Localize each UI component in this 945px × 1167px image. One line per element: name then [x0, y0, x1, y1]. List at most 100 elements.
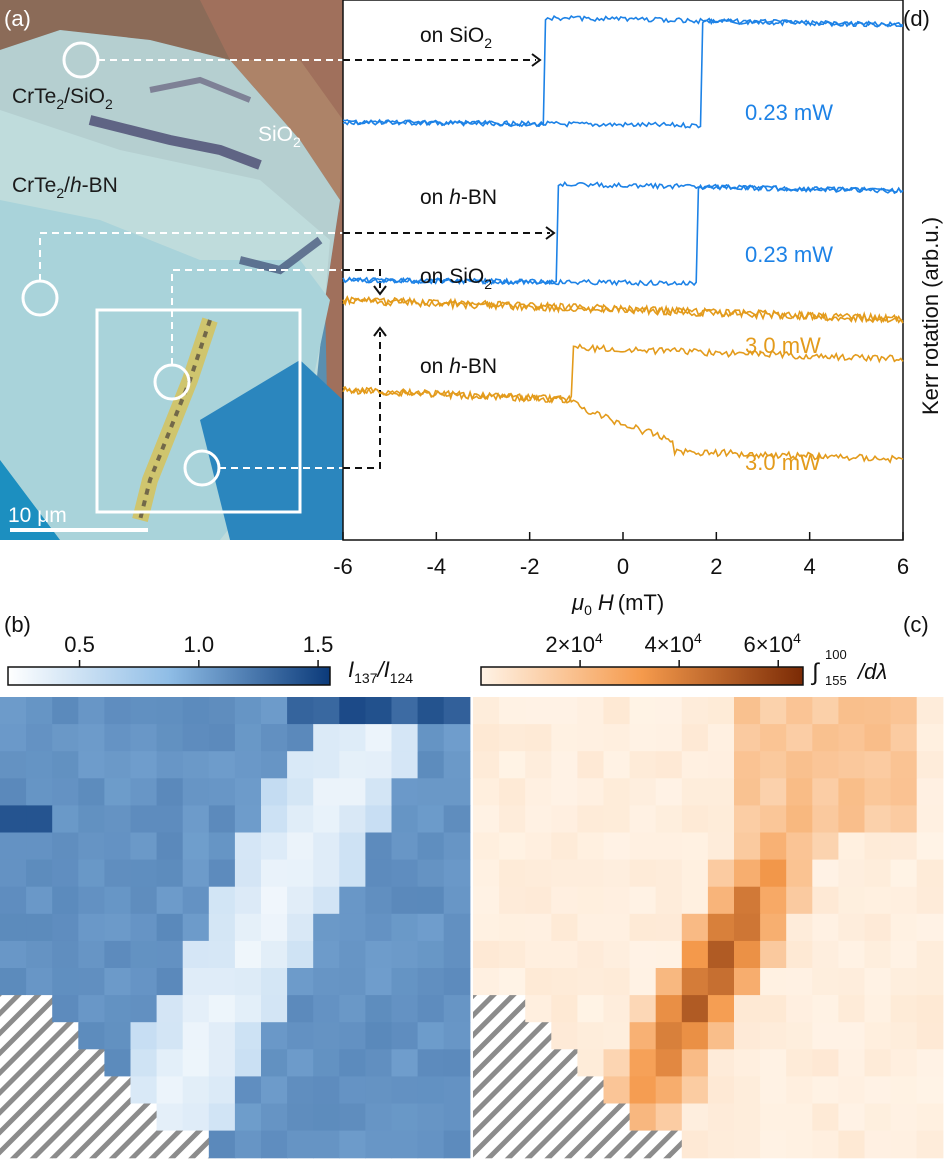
heatmap-c-cell [473, 859, 500, 888]
heatmap-b-cell [208, 1076, 236, 1105]
heatmap-b-cell [261, 968, 288, 996]
heatmap-c-cell [603, 724, 631, 752]
heatmap-c-cell [707, 832, 735, 861]
heatmap-c-cell [812, 1076, 839, 1105]
heatmap-b-cell [234, 995, 262, 1023]
heatmap-b-cell [52, 913, 79, 942]
heatmap-c-cell [577, 1076, 605, 1105]
heatmap-b-cell [339, 724, 366, 752]
heatmap-b-cell [52, 697, 79, 725]
heatmap-b-cell [234, 832, 262, 861]
heatmap-b-cell [208, 1103, 236, 1132]
heatmap-b-cell [339, 778, 366, 806]
heatmap-b-cell [26, 1130, 53, 1159]
x-tick-label: 0 [617, 554, 629, 579]
heatmap-c-cell [629, 859, 657, 888]
heatmap-c-cell [916, 859, 944, 888]
heatmap-c-cell [551, 913, 578, 942]
heatmap-b-cell [261, 995, 288, 1023]
heatmap-b-cell [443, 1022, 471, 1050]
heatmap-c-cell [734, 995, 761, 1023]
heatmap-c-cell [681, 1049, 709, 1077]
heatmap-b-cell [234, 1049, 262, 1077]
heatmap-c-cell [760, 913, 787, 942]
heatmap-b-cell [365, 1130, 393, 1159]
x-tick-label: -2 [520, 554, 540, 579]
heatmap-c-cell [681, 886, 709, 915]
heatmap-c-cell [707, 859, 735, 888]
heatmap-c-cell [734, 697, 761, 725]
x-axis-label: μ0 H (mT) [571, 590, 664, 618]
heatmap-c-cell [655, 697, 683, 725]
heatmap-c-cell [838, 940, 866, 969]
heatmap-b-cell [104, 1130, 132, 1159]
heatmap-b-cell [182, 1103, 210, 1132]
heatmap-c-cell [838, 724, 866, 752]
heatmap-b-cell [313, 832, 340, 861]
heatmap-c-cell [655, 1130, 683, 1159]
heatmap-c-cell [707, 913, 735, 942]
heatmap-b-cell [156, 724, 184, 752]
heatmap-b-cell [417, 832, 445, 861]
loop-2-up-branch [342, 183, 904, 287]
heatmap-c-cell [499, 1130, 526, 1159]
heatmap-c-cell [864, 832, 892, 861]
heatmap-c-cell [916, 940, 944, 969]
heatmap-c-cell [890, 697, 918, 725]
heatmap-b-cell [443, 724, 471, 752]
heatmap-b-cell [104, 832, 132, 861]
panel-label-b: (b) [4, 612, 31, 637]
heatmap-b-cell [78, 886, 105, 915]
heatmap-c-cell [760, 805, 787, 834]
heatmap-b-cell [417, 1130, 445, 1159]
heatmap-c-cell [707, 1103, 735, 1132]
heatmap-c-cell [499, 751, 526, 779]
heatmap-b-cell [0, 886, 27, 915]
heatmap-b-cell [365, 1076, 393, 1105]
heatmap-b-cell [182, 886, 210, 915]
heatmap-b-cell [313, 1049, 340, 1077]
connector-arrowheads [373, 53, 556, 337]
heatmap-c-cell [707, 778, 735, 806]
heatmap-c-cell [734, 940, 761, 969]
heatmap-b-cell [313, 805, 340, 834]
heatmap-c-cell [525, 859, 552, 888]
heatmap-b-cell [261, 1076, 288, 1105]
heatmap-c-cell [734, 724, 761, 752]
heatmap-b-cell [339, 751, 366, 779]
heatmap-c-cell [890, 995, 918, 1023]
heatmap-c-cell [629, 886, 657, 915]
heatmap-c-cell [629, 751, 657, 779]
heatmap-c-cell [786, 1022, 813, 1050]
heatmap-c-cell [577, 913, 605, 942]
heatmap-b-cell [443, 913, 471, 942]
heatmap-b-cell [182, 940, 210, 969]
heatmap-b-cell [78, 1130, 105, 1159]
heatmap-c-cell [681, 940, 709, 969]
heatmap-c-cell [890, 751, 918, 779]
heatmap-b-cell [0, 859, 27, 888]
heatmap-b-cell [287, 1076, 314, 1105]
heatmap-b-cell [208, 778, 236, 806]
heatmap-b-cell [391, 832, 419, 861]
heatmap-c-cell [760, 1049, 787, 1077]
heatmap-b-cell [313, 1130, 340, 1159]
heatmap-b-cell [287, 778, 314, 806]
heatmap-c-cell [812, 1049, 839, 1077]
heatmap-c-cell [707, 1049, 735, 1077]
heatmap-c-cell [603, 1022, 631, 1050]
heatmap-c-cell [655, 913, 683, 942]
colorbar-c-tick-label: 2×104 [545, 630, 603, 657]
colorbar-b-tick-label: 1.0 [184, 632, 215, 657]
power-label-2: 0.23 mW [745, 242, 833, 267]
heatmap-c-cell [812, 778, 839, 806]
heatmap-c-cell [707, 968, 735, 996]
x-tick-label: 4 [804, 554, 816, 579]
heatmap-b-cell [339, 832, 366, 861]
heatmap-c-cell [525, 697, 552, 725]
heatmap-c-cell [760, 1130, 787, 1159]
heatmap-b-cell [156, 913, 184, 942]
heatmap-b-cell [339, 995, 366, 1023]
heatmap-c-cell [473, 940, 500, 969]
heatmap-b-cell [313, 1022, 340, 1050]
